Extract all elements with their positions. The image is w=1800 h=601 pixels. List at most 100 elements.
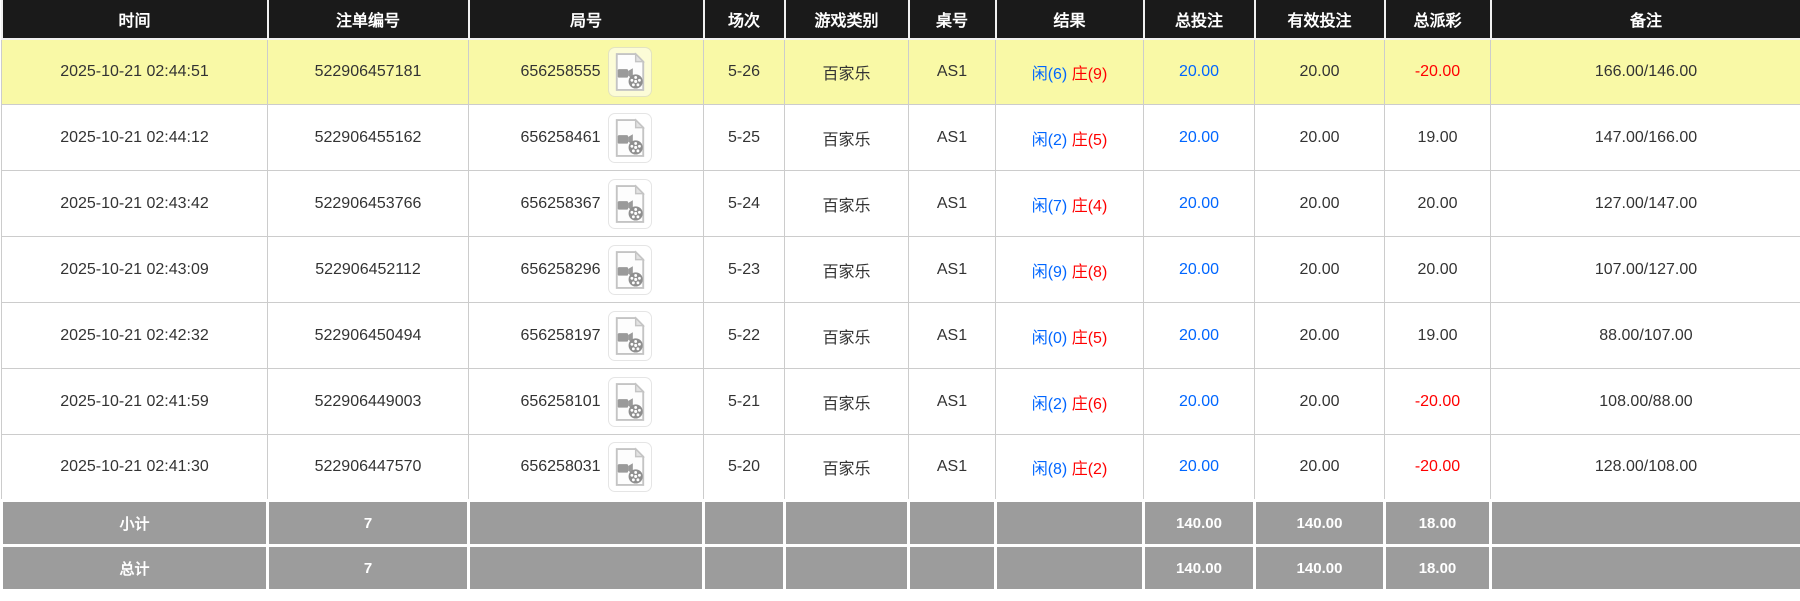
bet-record-row: 2025-10-21 02:44:12 522906455162 656258461… bbox=[1, 104, 1800, 171]
round-id-value: 656258101 bbox=[520, 392, 601, 410]
result-banker: 庄(4) bbox=[1071, 197, 1108, 215]
cell-time: 2025-10-21 02:43:42 bbox=[1, 170, 268, 237]
video-replay-icon bbox=[613, 52, 647, 92]
cell-result: 闲(2) 庄(6) bbox=[995, 368, 1144, 435]
column-header-round-id: 局号 bbox=[467, 0, 705, 40]
cell-result: 闲(0) 庄(5) bbox=[995, 302, 1144, 369]
result-player: 闲(6) bbox=[1031, 65, 1068, 83]
video-replay-icon bbox=[613, 381, 647, 422]
cell-round-id: 656258197 bbox=[468, 302, 704, 369]
cell-remark: 107.00/127.00 bbox=[1490, 236, 1800, 303]
subtotal-empty-cell bbox=[467, 499, 705, 547]
column-header-result: 结果 bbox=[994, 0, 1145, 40]
result-banker: 庄(8) bbox=[1071, 263, 1108, 281]
cell-table-no: AS1 bbox=[908, 302, 996, 369]
cell-time: 2025-10-21 02:42:32 bbox=[1, 302, 268, 369]
cell-table-no: AS1 bbox=[908, 104, 996, 171]
column-header-total-bet: 总投注 bbox=[1142, 0, 1256, 40]
cell-total-bet: 20.00 bbox=[1143, 38, 1255, 105]
cell-payout: -20.00 bbox=[1384, 368, 1491, 435]
bet-record-row: 2025-10-21 02:43:42 522906453766 656258367… bbox=[1, 170, 1800, 237]
cell-remark: 127.00/147.00 bbox=[1490, 170, 1800, 237]
bet-record-row: 2025-10-21 02:41:30 522906447570 656258031… bbox=[1, 434, 1800, 501]
total-total-bet: 140.00 bbox=[1142, 544, 1256, 592]
bet-record-row: 2025-10-21 02:44:51 522906457181 656258555… bbox=[1, 38, 1800, 105]
video-replay-button[interactable] bbox=[607, 310, 652, 361]
result-banker: 庄(6) bbox=[1071, 395, 1108, 413]
total-empty-cell bbox=[702, 544, 786, 592]
round-id-wrap: 656258101 bbox=[520, 376, 652, 427]
cell-payout: -20.00 bbox=[1384, 38, 1491, 105]
result-banker: 庄(9) bbox=[1071, 65, 1108, 83]
cell-total-bet: 20.00 bbox=[1143, 236, 1255, 303]
table-footer: 小计 7 140.00 140.00 18.00 总计 7 140.00 140… bbox=[0, 499, 1800, 592]
column-header-time: 时间 bbox=[0, 0, 269, 40]
cell-round-id: 656258461 bbox=[468, 104, 704, 171]
video-replay-button[interactable] bbox=[607, 376, 652, 427]
cell-session: 5-21 bbox=[703, 368, 785, 435]
cell-result: 闲(8) 庄(2) bbox=[995, 434, 1144, 501]
cell-total-bet: 20.00 bbox=[1143, 434, 1255, 501]
result-player: 闲(7) bbox=[1031, 197, 1068, 215]
cell-result: 闲(2) 庄(5) bbox=[995, 104, 1144, 171]
cell-bet-id: 522906453766 bbox=[267, 170, 469, 237]
total-count: 7 bbox=[266, 544, 470, 592]
result-player: 闲(2) bbox=[1031, 395, 1068, 413]
total-valid-bet: 140.00 bbox=[1253, 544, 1386, 592]
video-replay-button[interactable] bbox=[607, 178, 652, 229]
cell-payout: 19.00 bbox=[1384, 302, 1491, 369]
cell-session: 5-24 bbox=[703, 170, 785, 237]
cell-round-id: 656258101 bbox=[468, 368, 704, 435]
subtotal-row: 小计 7 140.00 140.00 18.00 bbox=[0, 499, 1800, 547]
cell-session: 5-26 bbox=[703, 38, 785, 105]
column-header-game-type: 游戏类别 bbox=[783, 0, 910, 40]
cell-time: 2025-10-21 02:44:51 bbox=[1, 38, 268, 105]
total-label: 总计 bbox=[0, 544, 269, 592]
cell-result: 闲(7) 庄(4) bbox=[995, 170, 1144, 237]
subtotal-count: 7 bbox=[266, 499, 470, 547]
round-id-value: 656258031 bbox=[520, 458, 601, 475]
cell-session: 5-23 bbox=[703, 236, 785, 303]
round-id-wrap: 656258461 bbox=[520, 112, 652, 163]
video-replay-button[interactable] bbox=[607, 112, 652, 163]
cell-bet-id: 522906450494 bbox=[267, 302, 469, 369]
cell-remark: 147.00/166.00 bbox=[1490, 104, 1800, 171]
cell-session: 5-20 bbox=[703, 434, 785, 501]
round-id-wrap: 656258367 bbox=[520, 178, 652, 229]
round-id-value: 656258296 bbox=[520, 260, 601, 278]
cell-bet-id: 522906449003 bbox=[267, 368, 469, 435]
cell-time: 2025-10-21 02:44:12 bbox=[1, 104, 268, 171]
cell-game-type: 百家乐 bbox=[784, 38, 909, 105]
round-id-value: 656258367 bbox=[520, 194, 601, 212]
cell-game-type: 百家乐 bbox=[784, 368, 909, 435]
video-replay-button[interactable] bbox=[607, 244, 652, 295]
bet-record-row: 2025-10-21 02:42:32 522906450494 656258197… bbox=[1, 302, 1800, 369]
total-empty-cell bbox=[994, 544, 1145, 592]
subtotal-valid-bet: 140.00 bbox=[1253, 499, 1386, 547]
cell-valid-bet: 20.00 bbox=[1254, 302, 1385, 369]
result-player: 闲(9) bbox=[1031, 263, 1068, 281]
total-empty-cell bbox=[907, 544, 997, 592]
cell-game-type: 百家乐 bbox=[784, 236, 909, 303]
cell-time: 2025-10-21 02:41:59 bbox=[1, 368, 268, 435]
cell-valid-bet: 20.00 bbox=[1254, 170, 1385, 237]
subtotal-empty-cell bbox=[994, 499, 1145, 547]
subtotal-label: 小计 bbox=[0, 499, 269, 547]
video-replay-button[interactable] bbox=[607, 46, 652, 97]
subtotal-empty-cell bbox=[783, 499, 910, 547]
cell-round-id: 656258031 bbox=[468, 434, 704, 501]
video-replay-icon bbox=[613, 315, 647, 356]
cell-round-id: 656258367 bbox=[468, 170, 704, 237]
column-header-bet-id: 注单编号 bbox=[266, 0, 470, 40]
result-player: 闲(0) bbox=[1031, 329, 1068, 347]
column-header-remark: 备注 bbox=[1489, 0, 1800, 40]
cell-bet-id: 522906452112 bbox=[267, 236, 469, 303]
cell-bet-id: 522906447570 bbox=[267, 434, 469, 501]
bet-record-row: 2025-10-21 02:43:09 522906452112 656258296… bbox=[1, 236, 1800, 303]
subtotal-empty-cell bbox=[907, 499, 997, 547]
column-header-session: 场次 bbox=[702, 0, 786, 40]
cell-round-id: 656258296 bbox=[468, 236, 704, 303]
cell-payout: 20.00 bbox=[1384, 236, 1491, 303]
video-replay-button[interactable] bbox=[607, 442, 652, 492]
